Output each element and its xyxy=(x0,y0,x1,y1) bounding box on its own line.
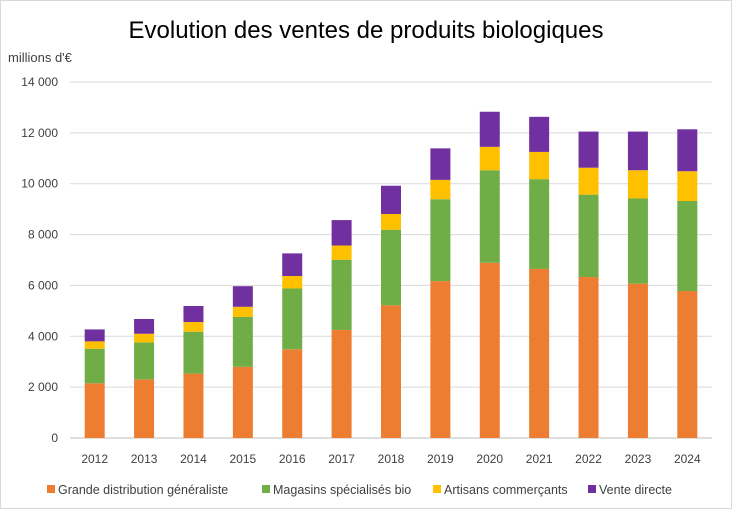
bar-segment-2020-0 xyxy=(479,262,500,438)
x-tick-label: 2012 xyxy=(81,452,108,466)
x-tick-label: 2013 xyxy=(131,452,158,466)
bar-segment-2023-1 xyxy=(627,198,648,284)
x-tick-label: 2017 xyxy=(328,452,355,466)
bar-segment-2019-0 xyxy=(430,281,451,438)
x-tick-label: 2024 xyxy=(674,452,701,466)
bar-segment-2020-3 xyxy=(479,111,500,147)
bar-segment-2014-2 xyxy=(183,322,204,332)
bar-segment-2023-2 xyxy=(627,170,648,199)
x-tick-label: 2023 xyxy=(625,452,652,466)
bar-segment-2022-1 xyxy=(578,194,599,278)
bar-segment-2017-3 xyxy=(331,220,352,246)
bar-segment-2016-0 xyxy=(282,349,303,438)
bar-segment-2019-3 xyxy=(430,148,451,180)
x-tick-label: 2021 xyxy=(526,452,553,466)
x-tick-label: 2020 xyxy=(476,452,503,466)
bar-segment-2023-0 xyxy=(627,283,648,438)
bar-segment-2024-0 xyxy=(677,291,698,438)
bar-segment-2012-1 xyxy=(84,348,105,384)
x-tick-label: 2019 xyxy=(427,452,454,466)
chart-title: Evolution des ventes de produits biologi… xyxy=(129,17,604,44)
bar-segment-2024-1 xyxy=(677,201,698,292)
bar-segment-2014-1 xyxy=(183,331,204,374)
bar-segment-2024-2 xyxy=(677,171,698,202)
bar-segment-2017-2 xyxy=(331,245,352,260)
bar-segment-2020-1 xyxy=(479,170,500,263)
legend-label: Grande distribution généraliste xyxy=(58,483,228,497)
legend-swatch xyxy=(47,485,55,493)
x-tick-label: 2018 xyxy=(378,452,405,466)
y-tick-label: 10 000 xyxy=(21,177,58,191)
y-tick-label: 14 000 xyxy=(21,75,58,89)
bar-segment-2024-3 xyxy=(677,129,698,172)
legend-swatch xyxy=(433,485,441,493)
bar-segment-2018-0 xyxy=(381,305,401,438)
bar-segment-2013-3 xyxy=(134,318,155,334)
bar-segment-2013-1 xyxy=(134,342,155,380)
bar-segment-2022-2 xyxy=(578,167,599,195)
y-tick-label: 6 000 xyxy=(28,278,58,292)
bar-segment-2023-3 xyxy=(627,131,648,171)
bar-segment-2016-2 xyxy=(282,276,303,289)
y-tick-label: 0 xyxy=(51,431,58,445)
bar-segment-2013-0 xyxy=(134,379,155,438)
y-tick-label: 2 000 xyxy=(28,380,58,394)
y-tick-label: 12 000 xyxy=(21,126,58,140)
bar-segment-2019-2 xyxy=(430,179,451,200)
bar-segment-2012-0 xyxy=(84,383,105,438)
legend-swatch xyxy=(588,485,596,493)
y-tick-label: 4 000 xyxy=(28,329,58,343)
y-axis-label: millions d'€ xyxy=(8,50,73,65)
legend-swatch xyxy=(262,485,270,493)
bar-segment-2019-1 xyxy=(430,199,451,282)
bar-segment-2012-3 xyxy=(84,329,105,342)
bar-segment-2021-3 xyxy=(529,116,550,152)
bar-segment-2015-1 xyxy=(232,316,253,367)
x-tick-label: 2016 xyxy=(279,452,306,466)
bar-segment-2012-2 xyxy=(84,341,105,349)
bar-segment-2017-1 xyxy=(331,259,352,330)
bar-segment-2015-0 xyxy=(232,366,253,438)
x-tick-label: 2014 xyxy=(180,452,207,466)
bar-segment-2021-1 xyxy=(529,179,550,269)
bar-segment-2021-0 xyxy=(529,268,550,438)
legend-label: Vente directe xyxy=(599,483,672,497)
bar-segment-2013-2 xyxy=(134,333,155,343)
legend-label: Artisans commerçants xyxy=(444,483,568,497)
bar-segment-2018-3 xyxy=(381,185,401,214)
bar-segment-2017-0 xyxy=(331,329,352,438)
legend-label: Magasins spécialisés bio xyxy=(273,483,411,497)
bar-segment-2018-2 xyxy=(381,213,401,230)
bar-segment-2016-3 xyxy=(282,253,303,277)
bar-segment-2022-0 xyxy=(578,277,599,438)
bar-segment-2014-0 xyxy=(183,373,204,438)
bar-segment-2022-3 xyxy=(578,131,599,168)
bar-segment-2020-2 xyxy=(479,146,500,171)
x-tick-label: 2015 xyxy=(229,452,256,466)
x-tick-label: 2022 xyxy=(575,452,602,466)
bar-segment-2016-1 xyxy=(282,288,303,350)
bar-segment-2014-3 xyxy=(183,306,204,323)
bar-segment-2018-1 xyxy=(381,229,401,306)
bar-segment-2021-2 xyxy=(529,151,550,180)
bar-segment-2015-3 xyxy=(232,286,253,307)
bar-segment-2015-2 xyxy=(232,306,253,317)
y-tick-label: 8 000 xyxy=(28,228,58,242)
